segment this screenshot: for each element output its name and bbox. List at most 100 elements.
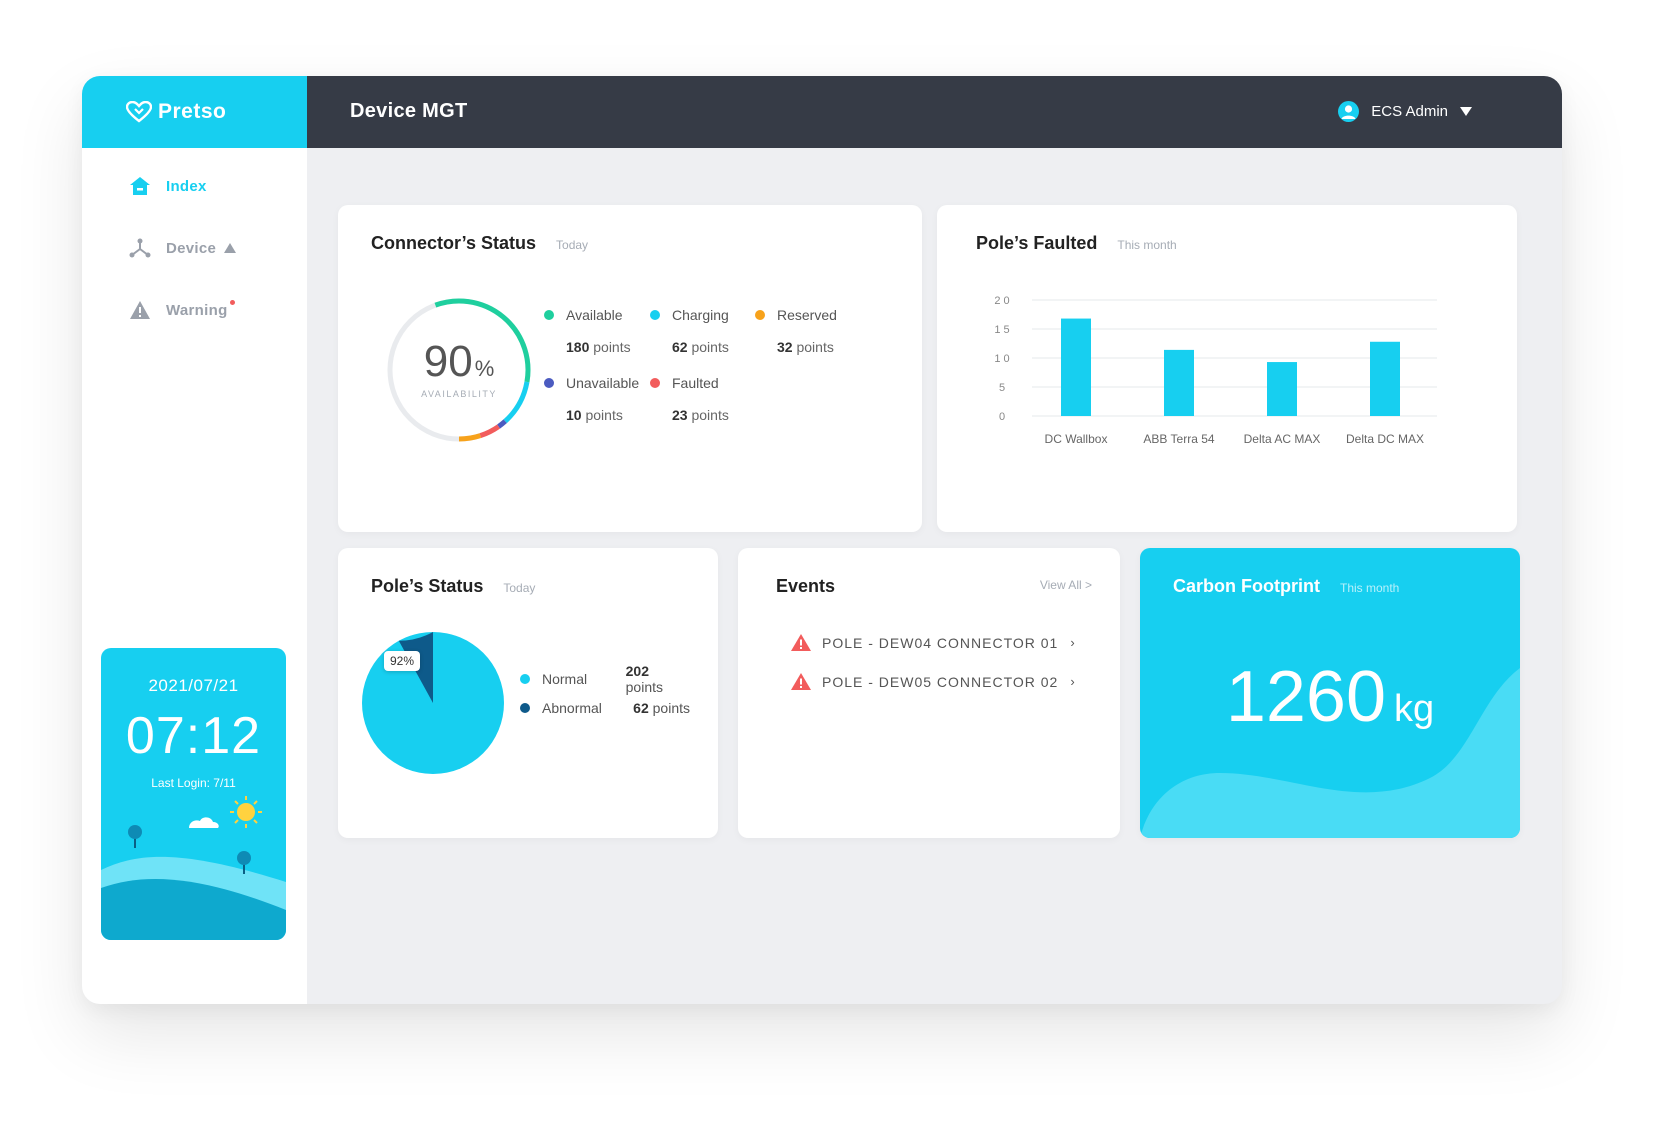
gauge-label-group: 90% AVAILABILITY — [384, 295, 534, 445]
user-avatar-icon — [1338, 101, 1360, 122]
bar-delta-ac-max[interactable] — [1267, 362, 1297, 416]
gauge-caption: AVAILABILITY — [421, 389, 497, 399]
x-tick-label: Delta AC MAX — [1244, 432, 1321, 446]
poles-status-card: Pole’s Status Today 92% Normal 202 points… — [338, 548, 718, 838]
card-title: Pole’s Status — [371, 576, 484, 596]
user-menu[interactable]: ECS Admin — [1338, 101, 1472, 122]
legend-item-normal: Normal 202 points — [520, 663, 690, 695]
gauge-unit: % — [474, 356, 495, 381]
card-period: This month — [1339, 581, 1400, 595]
page-title: Device MGT — [350, 100, 468, 122]
legend-label: Normal — [541, 671, 588, 687]
legend-label: Reserved — [777, 307, 837, 323]
triangle-up-icon[interactable] — [224, 243, 237, 253]
gauge-arc-charging — [503, 381, 530, 424]
caret-down-icon[interactable] — [1460, 107, 1472, 116]
availability-gauge — [387, 298, 531, 442]
legend-item-faulted: Faulted 23 points — [650, 375, 729, 423]
card-period: This month — [1117, 238, 1177, 252]
legend-item-charging: Charging 62 points — [650, 307, 729, 355]
gauge-arc-unavailable — [497, 419, 507, 429]
legend-dot — [650, 378, 660, 388]
legend-points: 62 points — [672, 339, 729, 355]
notification-dot — [229, 299, 235, 305]
legend-unit: points — [593, 339, 631, 355]
user-name: ECS Admin — [1371, 103, 1448, 120]
sidebar-item-device[interactable]: Device — [128, 237, 237, 259]
weather-widget: 2021/07/21 07:12 Last Login: 7/11 — [101, 648, 286, 940]
card-period: Today — [503, 581, 536, 595]
carbon-value-group: 1260 kg — [1140, 656, 1520, 738]
legend-points: 32 points — [777, 339, 837, 355]
brand-logo[interactable]: Pretso — [82, 76, 307, 148]
legend-value: 62 — [633, 700, 649, 716]
legend-item-reserved: Reserved 32 points — [755, 307, 837, 355]
logo-icon — [126, 101, 152, 123]
network-icon — [128, 237, 152, 259]
app-window: Pretso Device MGT ECS Admin Index — [82, 76, 1562, 1004]
legend-dot — [520, 674, 530, 684]
last-login: Last Login: 7/11 — [151, 776, 236, 790]
legend-points: 23 points — [672, 407, 729, 423]
bar-abb-terra-54[interactable] — [1164, 349, 1194, 416]
legend-unit: points — [691, 339, 729, 355]
event-item[interactable]: POLE - DEW05 CONNECTOR 02 › — [790, 672, 1076, 691]
y-tick-label: 2 0 — [994, 295, 1009, 307]
legend-unit: points — [652, 700, 690, 716]
gauge-value: 90 — [423, 337, 473, 386]
brand-name: Pretso — [158, 100, 227, 123]
carbon-unit: kg — [1394, 688, 1435, 730]
legend-unit: points — [691, 407, 729, 423]
poles-faulted-card: Pole’s Faulted This month 0 5 1 0 1 5 2 0 DC … — [937, 205, 1517, 532]
x-tick-label: ABB Terra 54 — [1143, 432, 1214, 446]
pie-chart — [362, 632, 504, 774]
legend-dot — [544, 378, 554, 388]
events-card: Events View All > POLE - DEW04 CONNECTOR… — [738, 548, 1120, 838]
sidebar-item-label: Index — [166, 177, 207, 195]
view-all-link[interactable]: View All > — [1039, 578, 1092, 592]
legend-unit: points — [796, 339, 834, 355]
legend-points: 62 points — [633, 700, 690, 716]
sidebar-item-label: Warning — [166, 301, 228, 319]
gauge-arc-faulted — [479, 424, 501, 439]
y-tick-label: 5 — [999, 382, 1005, 394]
legend-points: 180 points — [566, 339, 631, 355]
legend-unit: points — [585, 407, 623, 423]
x-tick-label: DC Wallbox — [1045, 432, 1108, 446]
y-tick-label: 1 0 — [994, 353, 1009, 365]
legend-value: 62 — [672, 339, 688, 355]
wave-decoration — [1140, 668, 1520, 838]
cloud-icon — [189, 817, 219, 828]
sun-icon — [230, 796, 262, 828]
sidebar-item-index[interactable]: Index — [128, 175, 207, 197]
sidebar-item-warning[interactable]: Warning — [128, 299, 235, 321]
legend-label: Abnormal — [542, 700, 602, 716]
y-tick-label: 1 5 — [994, 324, 1009, 336]
legend-value: 10 — [566, 407, 582, 423]
legend-value: 180 — [566, 339, 590, 355]
landscape-illustration — [101, 796, 286, 940]
legend-dot — [520, 703, 530, 713]
legend-points: 10 points — [566, 407, 639, 423]
sidebar-item-label: Device — [166, 239, 217, 257]
event-item[interactable]: POLE - DEW04 CONNECTOR 01 › — [790, 633, 1076, 652]
legend-unit: points — [625, 679, 663, 695]
alert-triangle-icon — [791, 673, 811, 690]
x-tick-label: Delta DC MAX — [1346, 432, 1424, 446]
card-title: Pole’s Faulted — [976, 233, 1098, 253]
gauge-arc-available — [434, 298, 531, 383]
pie-tooltip-label: 92% — [390, 654, 415, 668]
widget-time: 07:12 — [125, 707, 262, 765]
widget-date: 2021/07/21 — [148, 676, 239, 695]
event-text: POLE - DEW05 CONNECTOR 02 — [822, 673, 1059, 690]
legend-dot — [544, 310, 554, 320]
legend-label: Unavailable — [566, 375, 640, 391]
bar-delta-dc-max[interactable] — [1370, 341, 1400, 416]
alert-triangle-icon — [791, 634, 811, 651]
connector-status-card: Connector’s Status Today 90% AVAILABILIT… — [338, 205, 922, 532]
home-icon — [128, 175, 152, 197]
bar-dc-wallbox[interactable] — [1061, 318, 1091, 416]
carbon-value: 1260 — [1225, 657, 1387, 737]
chevron-right-icon: › — [1070, 674, 1076, 689]
card-title: Events — [776, 576, 836, 596]
